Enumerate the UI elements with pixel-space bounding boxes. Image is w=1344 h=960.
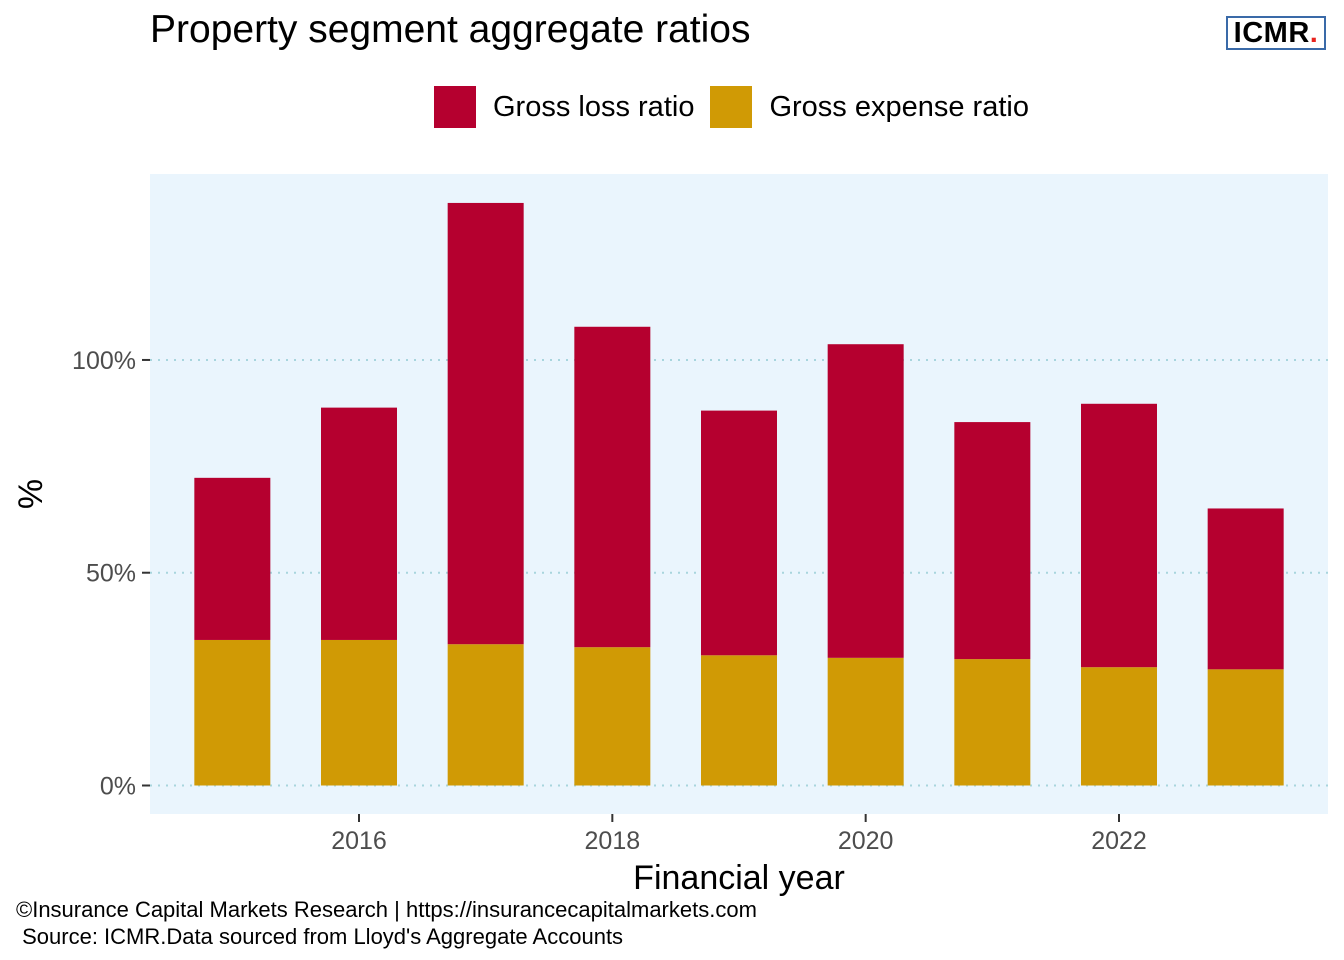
y-tick-label: 50% [86,560,136,588]
bar-loss [574,326,651,648]
bar-expense [574,647,651,786]
y-tick-label: 0% [100,772,136,800]
y-tick-label: 100% [72,347,136,375]
bar-expense [194,639,271,786]
chart-title: Property segment aggregate ratios [150,8,751,51]
bar-expense [827,657,904,786]
x-tick-label: 2022 [1091,827,1147,855]
bar-loss [447,202,524,645]
bar-expense [701,655,777,786]
bar-expense [1207,669,1284,786]
bar-loss [954,422,1031,660]
bar-loss [827,344,904,658]
bar-expense [1081,667,1157,786]
bar-loss [701,410,777,656]
x-axis-title: Financial year [633,859,845,897]
bar-loss [1207,508,1284,670]
bar-expense [954,659,1031,786]
x-tick-label: 2018 [585,827,641,855]
chart-footer: ©Insurance Capital Markets Research | ht… [16,896,757,950]
icmr-logo: ICMR. [1226,16,1326,50]
legend-swatch-expense [710,86,753,128]
legend-label-expense: Gross expense ratio [769,90,1029,123]
legend-item-loss: Gross loss ratio [434,86,694,128]
bar-loss [194,477,271,640]
logo-dot: . [1309,17,1319,49]
legend-label-loss: Gross loss ratio [493,90,695,123]
chart-legend: Gross loss ratio Gross expense ratio [434,86,1045,128]
bar-loss [1081,403,1157,668]
y-axis-title: % [12,479,50,509]
bar-expense [447,644,524,786]
bar-expense [321,639,397,786]
x-tick-label: 2020 [838,827,894,855]
logo-text: ICMR [1233,17,1310,49]
footer-source: Source: ICMR.Data sourced from Lloyd's A… [16,924,624,949]
legend-swatch-loss [434,86,476,128]
footer-copyright: ©Insurance Capital Markets Research | ht… [16,897,757,922]
bar-loss [321,407,397,640]
x-tick-label: 2016 [331,827,387,855]
legend-item-expense: Gross expense ratio [710,86,1029,128]
